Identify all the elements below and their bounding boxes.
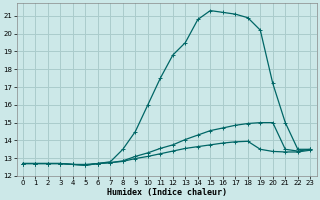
X-axis label: Humidex (Indice chaleur): Humidex (Indice chaleur) (107, 188, 227, 197)
